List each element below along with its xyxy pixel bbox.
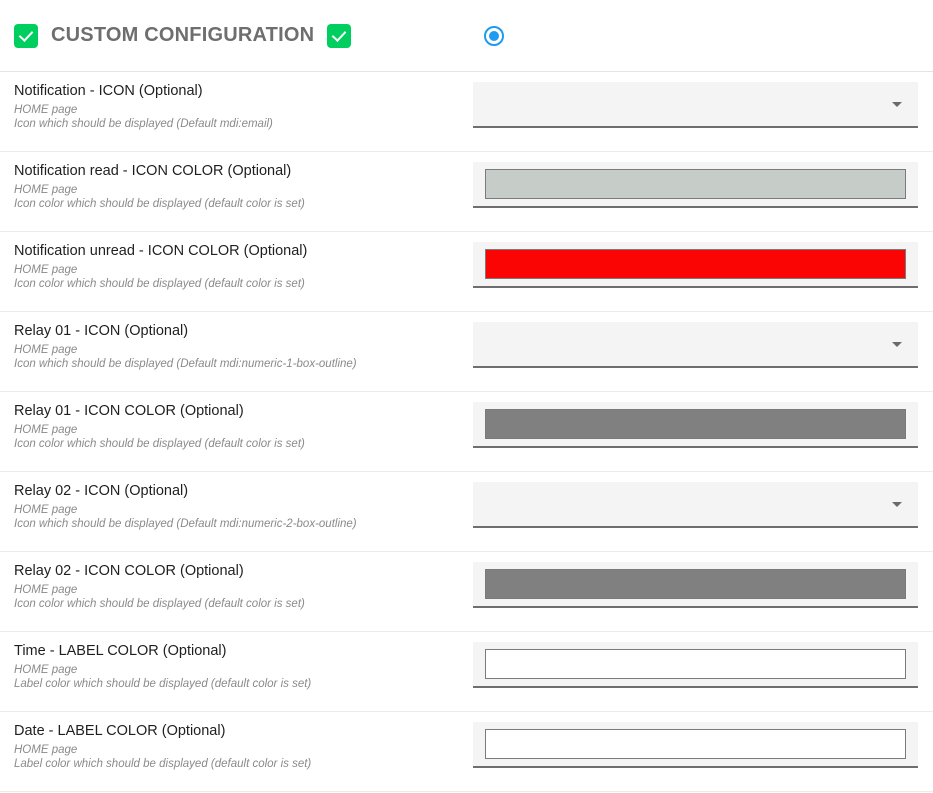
setting-control-area bbox=[473, 312, 933, 368]
setting-hint-page: HOME page bbox=[14, 664, 78, 676]
color-picker-field[interactable] bbox=[473, 162, 918, 208]
setting-row-text: Relay 01 - ICON COLOR (Optional) HOME pag… bbox=[0, 392, 473, 451]
color-picker-field[interactable] bbox=[473, 242, 918, 288]
icon-select-field[interactable] bbox=[473, 82, 918, 128]
color-swatch-wrapper bbox=[485, 729, 906, 759]
color-swatch[interactable] bbox=[485, 169, 906, 199]
color-swatch-wrapper bbox=[485, 649, 906, 679]
icon-select-field[interactable] bbox=[473, 322, 918, 368]
setting-hint-description: Icon color which should be displayed (de… bbox=[14, 278, 305, 290]
setting-row-text: Notification - ICON (Optional) HOME page I… bbox=[0, 72, 473, 131]
setting-hint-page: HOME page bbox=[14, 584, 78, 596]
setting-row-text: Relay 02 - ICON COLOR (Optional) HOME pag… bbox=[0, 552, 473, 611]
header-checkbox-left[interactable] bbox=[14, 23, 38, 48]
setting-control-area bbox=[473, 392, 933, 448]
panel-header: CUSTOM CONFIGURATION bbox=[0, 0, 933, 72]
chevron-down-icon bbox=[892, 502, 902, 507]
icon-select-field[interactable] bbox=[473, 482, 918, 528]
setting-row: Notification - ICON (Optional) HOME page I… bbox=[0, 72, 933, 152]
setting-row: Time - LABEL COLOR (Optional) HOME page La… bbox=[0, 632, 933, 712]
chevron-down-icon bbox=[892, 342, 902, 347]
header-checkbox-right[interactable] bbox=[327, 23, 352, 48]
setting-control-area bbox=[473, 632, 933, 688]
setting-label: Time - LABEL COLOR (Optional) bbox=[14, 643, 227, 659]
setting-label: Relay 01 - ICON (Optional) bbox=[14, 323, 189, 339]
setting-row-text: Notification unread - ICON COLOR (Option… bbox=[0, 232, 473, 291]
setting-row: Relay 01 - ICON (Optional) HOME page Icon … bbox=[0, 312, 933, 392]
setting-label: Date - LABEL COLOR (Optional) bbox=[14, 723, 226, 739]
setting-hint-page: HOME page bbox=[14, 104, 78, 116]
setting-hint-page: HOME page bbox=[14, 344, 78, 356]
setting-hint-description: Icon color which should be displayed (de… bbox=[14, 438, 305, 450]
color-picker-field[interactable] bbox=[473, 722, 918, 768]
setting-row-text: Relay 01 - ICON (Optional) HOME page Icon … bbox=[0, 312, 473, 371]
setting-hint-page: HOME page bbox=[14, 424, 78, 436]
setting-row: Relay 02 - ICON (Optional) HOME page Icon … bbox=[0, 472, 933, 552]
setting-row-text: Relay 02 - ICON (Optional) HOME page Icon … bbox=[0, 472, 473, 531]
setting-hint-description: Icon which should be displayed (Default … bbox=[14, 518, 357, 530]
setting-label: Notification read - ICON COLOR (Optional… bbox=[14, 163, 292, 179]
setting-hint-description: Icon which should be displayed (Default … bbox=[14, 358, 357, 370]
chevron-down-icon bbox=[892, 102, 902, 107]
setting-label: Relay 02 - ICON (Optional) bbox=[14, 483, 189, 499]
setting-hint-page: HOME page bbox=[14, 184, 78, 196]
setting-control-area bbox=[473, 232, 933, 288]
color-picker-field[interactable] bbox=[473, 642, 918, 688]
color-swatch[interactable] bbox=[485, 649, 906, 679]
setting-label: Notification - ICON (Optional) bbox=[14, 83, 203, 99]
color-swatch[interactable] bbox=[485, 569, 906, 599]
setting-row-text: Time - LABEL COLOR (Optional) HOME page La… bbox=[0, 632, 473, 691]
setting-row: Notification read - ICON COLOR (Optional… bbox=[0, 152, 933, 232]
setting-hint-description: Label color which should be displayed (d… bbox=[14, 758, 312, 770]
settings-list: Notification - ICON (Optional) HOME page I… bbox=[0, 72, 933, 792]
setting-hint-description: Label color which should be displayed (d… bbox=[14, 678, 312, 690]
color-swatch[interactable] bbox=[485, 409, 906, 439]
setting-hint-description: Icon which should be displayed (Default … bbox=[14, 118, 273, 130]
setting-control-area bbox=[473, 152, 933, 208]
setting-label: Notification unread - ICON COLOR (Option… bbox=[14, 243, 308, 259]
setting-label: Relay 01 - ICON COLOR (Optional) bbox=[14, 403, 244, 419]
page-title: CUSTOM CONFIGURATION bbox=[51, 24, 315, 46]
setting-control-area bbox=[473, 72, 933, 128]
color-swatch-wrapper bbox=[485, 409, 906, 439]
color-picker-field[interactable] bbox=[473, 562, 918, 608]
setting-hint-description: Icon color which should be displayed (de… bbox=[14, 598, 305, 610]
setting-hint-page: HOME page bbox=[14, 264, 78, 276]
color-picker-field[interactable] bbox=[473, 402, 918, 448]
header-radio-button[interactable] bbox=[484, 26, 504, 46]
setting-hint-description: Icon color which should be displayed (de… bbox=[14, 198, 305, 210]
setting-label: Relay 02 - ICON COLOR (Optional) bbox=[14, 563, 244, 579]
setting-hint-page: HOME page bbox=[14, 504, 78, 516]
color-swatch[interactable] bbox=[485, 729, 906, 759]
color-swatch-wrapper bbox=[485, 569, 906, 599]
color-swatch[interactable] bbox=[485, 249, 906, 279]
color-swatch-wrapper bbox=[485, 249, 906, 279]
setting-control-area bbox=[473, 552, 933, 608]
setting-row-text: Date - LABEL COLOR (Optional) HOME page La… bbox=[0, 712, 473, 771]
color-swatch-wrapper bbox=[485, 169, 906, 199]
setting-row: Date - LABEL COLOR (Optional) HOME page La… bbox=[0, 712, 933, 792]
setting-row-text: Notification read - ICON COLOR (Optional… bbox=[0, 152, 473, 211]
setting-row: Relay 01 - ICON COLOR (Optional) HOME pag… bbox=[0, 392, 933, 472]
setting-row: Relay 02 - ICON COLOR (Optional) HOME pag… bbox=[0, 552, 933, 632]
setting-row: Notification unread - ICON COLOR (Option… bbox=[0, 232, 933, 312]
setting-control-area bbox=[473, 472, 933, 528]
setting-control-area bbox=[473, 712, 933, 768]
setting-hint-page: HOME page bbox=[14, 744, 78, 756]
